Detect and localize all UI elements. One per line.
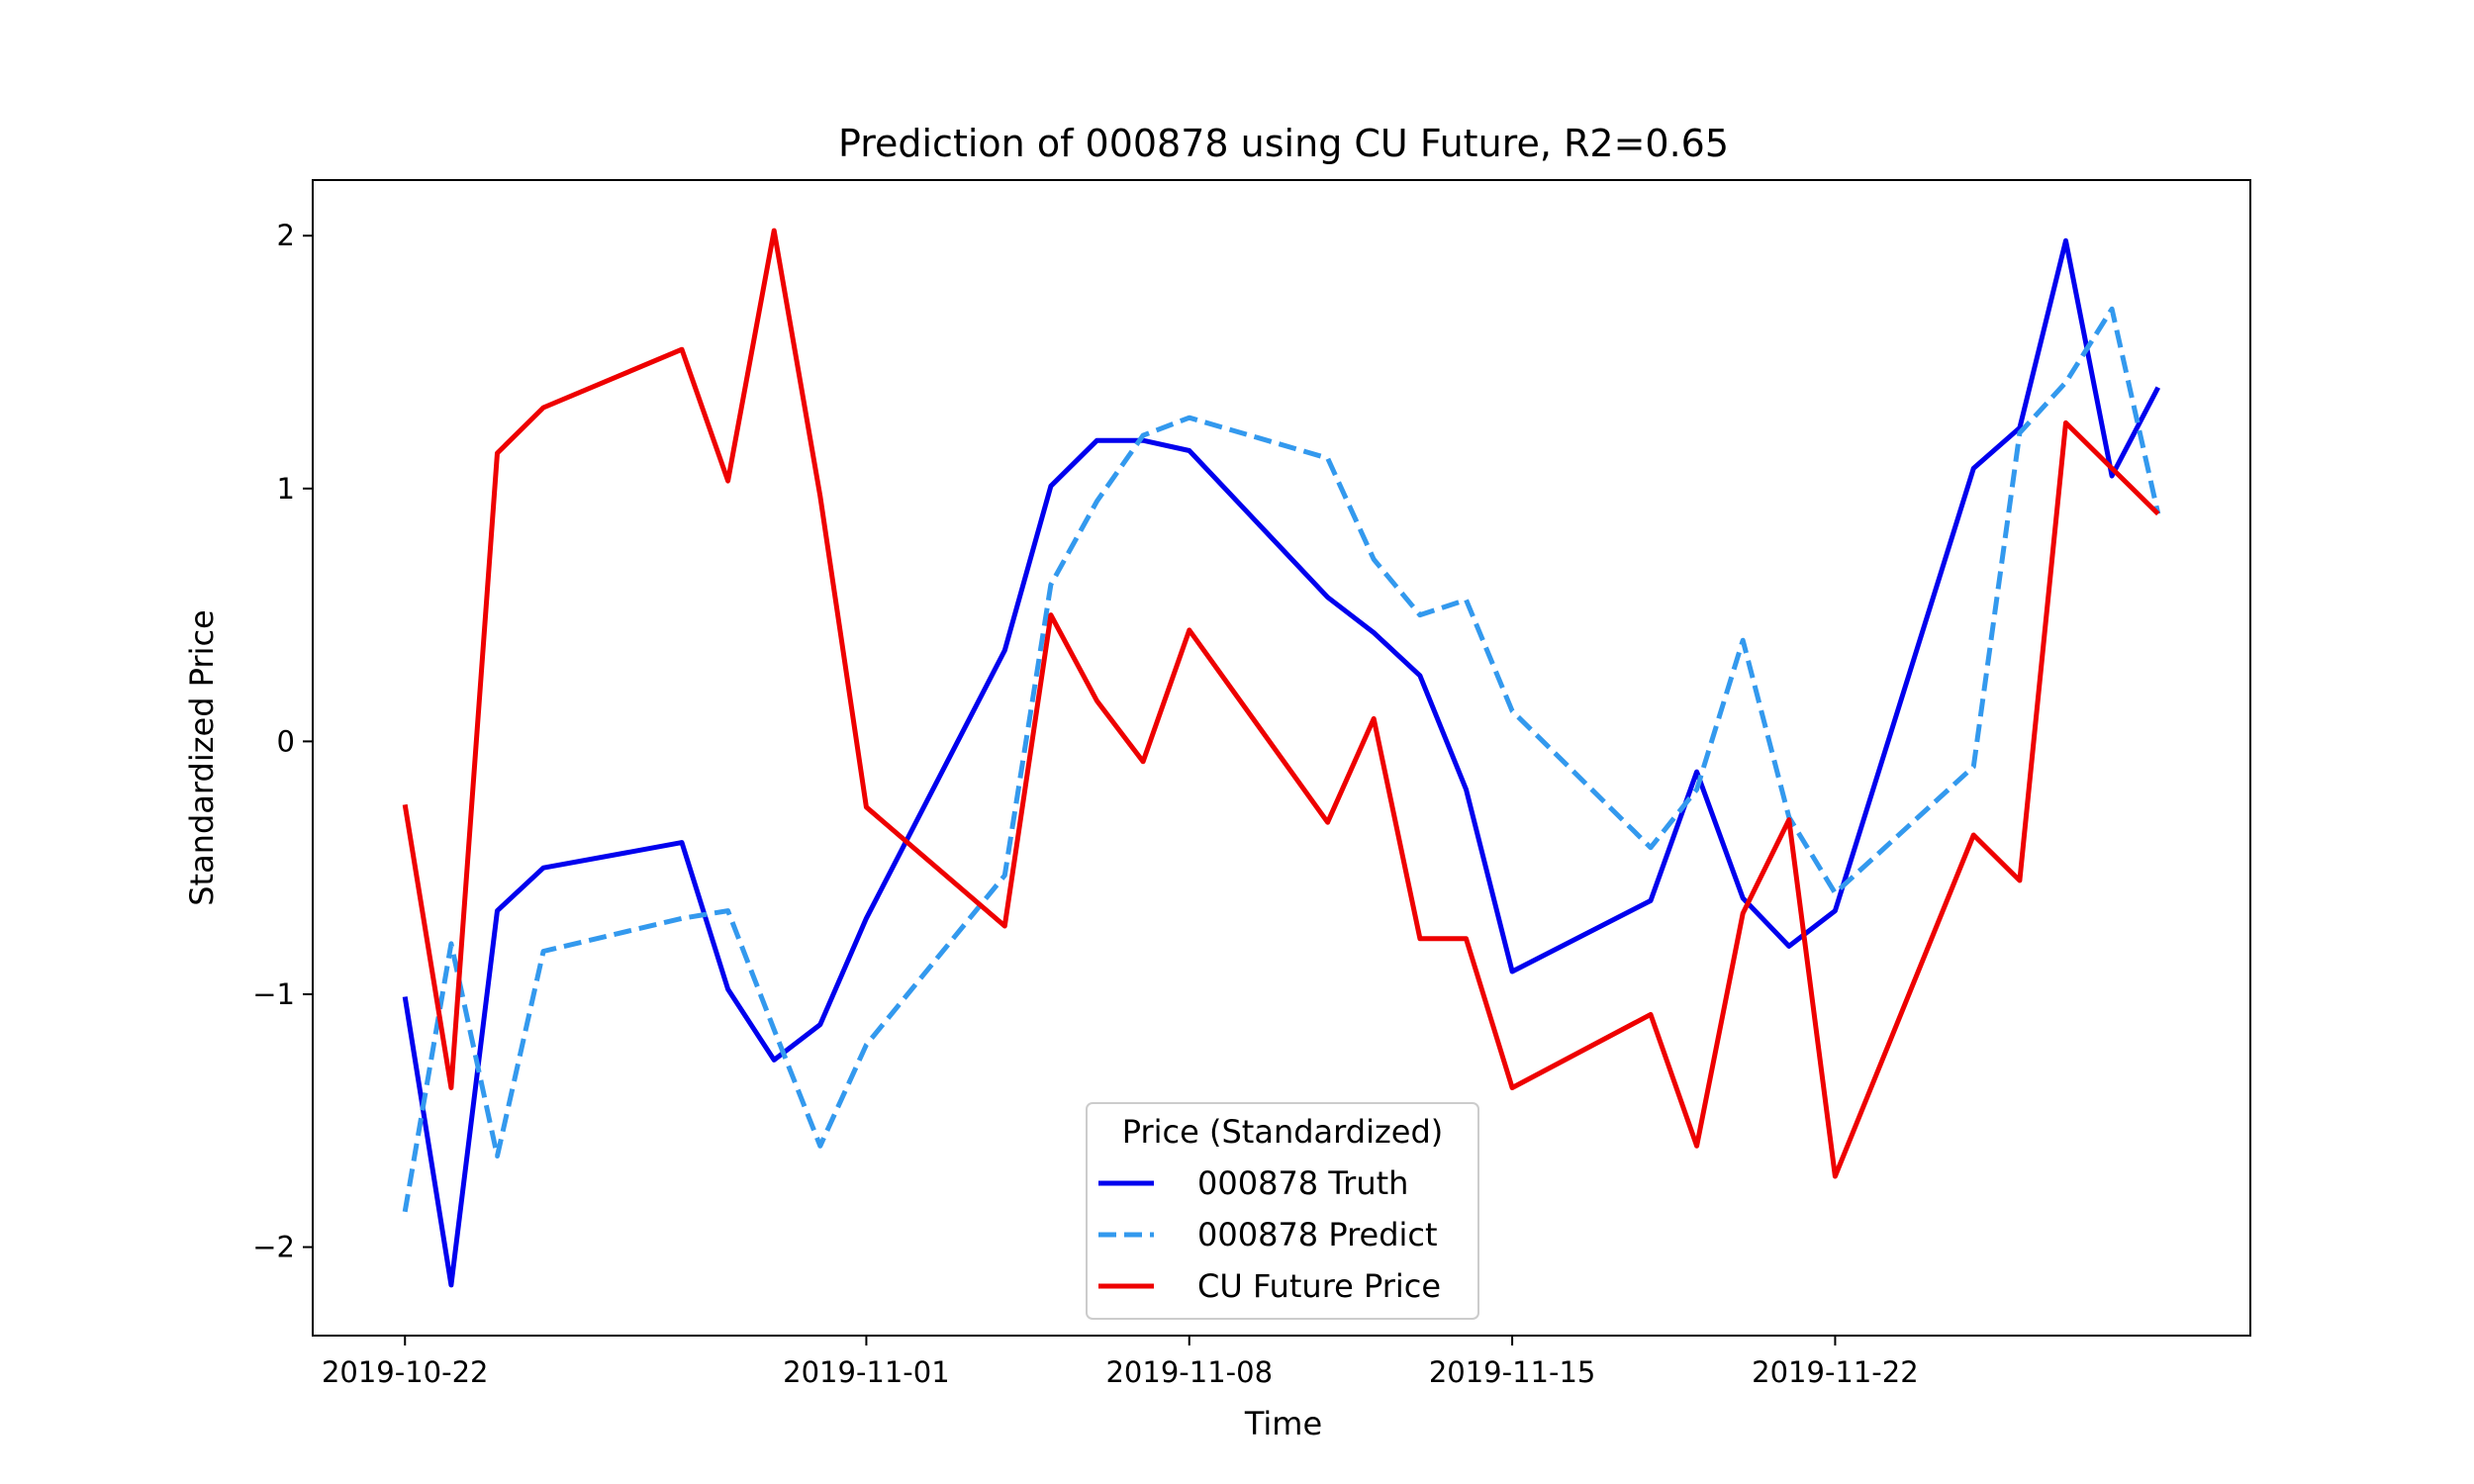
series-layer: [402, 228, 2161, 1288]
y-axis-ticks: 2 1 0 −1 −2: [252, 219, 313, 1264]
x-axis-ticks: 2019-10-22 2019-11-01 2019-11-08 2019-11-15…: [322, 1336, 1919, 1389]
legend-label-cu-future: CU Future Price: [1197, 1267, 1441, 1305]
x-tick-label: 2019-11-15: [1429, 1355, 1596, 1389]
series-line-cu-future-price: [402, 228, 2160, 1179]
y-tick-label: −2: [252, 1231, 295, 1264]
x-tick-label: 2019-11-01: [783, 1355, 950, 1389]
series-line-000878-truth: [402, 237, 2161, 1288]
series-line-000878-predict: [402, 306, 2161, 1213]
x-tick-label: 2019-11-08: [1105, 1355, 1273, 1389]
y-tick-label: 2: [277, 219, 295, 252]
legend-box: [1086, 1102, 1479, 1320]
y-tick-label: 0: [277, 724, 295, 758]
x-tick-label: 2019-11-22: [1752, 1355, 1919, 1389]
legend-label-truth: 000878 Truth: [1197, 1164, 1408, 1202]
chart-title: Prediction of 000878 using CU Future, R2…: [838, 122, 1729, 165]
y-tick-label: 1: [277, 472, 295, 506]
x-tick-label: 2019-10-22: [322, 1355, 489, 1389]
y-tick-label: −1: [252, 977, 295, 1011]
legend-title: Price (Standardized): [1122, 1113, 1443, 1151]
y-axis-label: Standardized Price: [183, 609, 221, 906]
plot-area-frame: [312, 179, 2251, 1337]
x-axis-label: Time: [1244, 1405, 1322, 1442]
legend-label-predict: 000878 Predict: [1197, 1216, 1438, 1253]
legend: Price (Standardized) 000878 Truth 000878…: [1086, 1102, 1479, 1320]
